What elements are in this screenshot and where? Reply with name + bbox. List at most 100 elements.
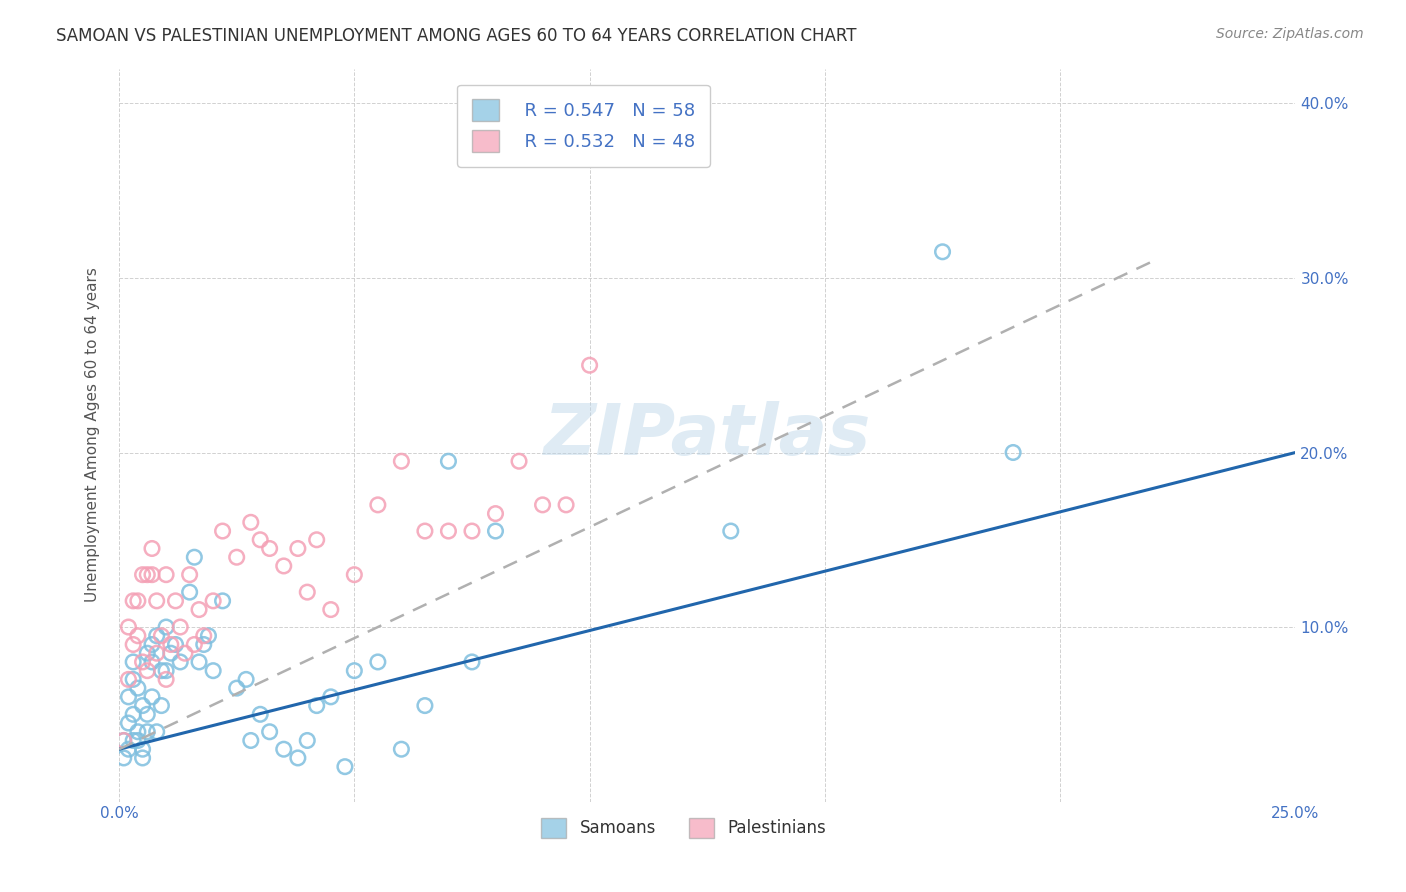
Point — [235, 673, 257, 687]
Point — [141, 541, 163, 556]
Point — [117, 742, 139, 756]
Point — [259, 724, 281, 739]
Point — [1002, 445, 1025, 459]
Point — [141, 655, 163, 669]
Point — [461, 524, 484, 538]
Point — [165, 594, 187, 608]
Point — [174, 646, 197, 660]
Point — [555, 498, 578, 512]
Point — [333, 759, 356, 773]
Point — [389, 742, 412, 756]
Point — [117, 716, 139, 731]
Point — [484, 507, 506, 521]
Point — [122, 638, 145, 652]
Point — [122, 673, 145, 687]
Point — [117, 620, 139, 634]
Point — [297, 733, 319, 747]
Point — [145, 724, 167, 739]
Point — [179, 567, 201, 582]
Point — [239, 733, 262, 747]
Point — [127, 681, 149, 695]
Point — [259, 541, 281, 556]
Point — [188, 655, 211, 669]
Point — [112, 733, 135, 747]
Point — [122, 594, 145, 608]
Point — [508, 454, 530, 468]
Point — [136, 707, 159, 722]
Point — [183, 638, 205, 652]
Point — [150, 698, 173, 713]
Point — [249, 533, 271, 547]
Point — [720, 524, 742, 538]
Point — [169, 620, 191, 634]
Point — [249, 707, 271, 722]
Point — [193, 638, 215, 652]
Point — [305, 533, 328, 547]
Point — [239, 516, 262, 530]
Point — [136, 567, 159, 582]
Point — [127, 594, 149, 608]
Point — [112, 751, 135, 765]
Point — [131, 655, 153, 669]
Point — [131, 751, 153, 765]
Point — [127, 733, 149, 747]
Point — [141, 690, 163, 704]
Point — [197, 629, 219, 643]
Point — [127, 724, 149, 739]
Point — [437, 524, 460, 538]
Point — [155, 673, 177, 687]
Point — [287, 541, 309, 556]
Point — [484, 524, 506, 538]
Point — [145, 594, 167, 608]
Text: SAMOAN VS PALESTINIAN UNEMPLOYMENT AMONG AGES 60 TO 64 YEARS CORRELATION CHART: SAMOAN VS PALESTINIAN UNEMPLOYMENT AMONG… — [56, 27, 856, 45]
Point — [297, 585, 319, 599]
Point — [141, 567, 163, 582]
Point — [131, 567, 153, 582]
Point — [531, 498, 554, 512]
Point — [413, 524, 436, 538]
Point — [319, 602, 342, 616]
Point — [145, 646, 167, 660]
Point — [136, 664, 159, 678]
Point — [437, 454, 460, 468]
Point — [305, 698, 328, 713]
Point — [461, 655, 484, 669]
Point — [273, 742, 295, 756]
Point — [183, 550, 205, 565]
Point — [188, 602, 211, 616]
Point — [193, 629, 215, 643]
Point — [343, 664, 366, 678]
Point — [165, 638, 187, 652]
Point — [159, 638, 181, 652]
Point — [136, 724, 159, 739]
Point — [389, 454, 412, 468]
Point — [202, 664, 225, 678]
Point — [145, 629, 167, 643]
Text: Source: ZipAtlas.com: Source: ZipAtlas.com — [1216, 27, 1364, 41]
Point — [287, 751, 309, 765]
Point — [273, 558, 295, 573]
Text: ZIPatlas: ZIPatlas — [544, 401, 870, 469]
Point — [211, 594, 233, 608]
Point — [117, 673, 139, 687]
Point — [150, 664, 173, 678]
Point — [179, 585, 201, 599]
Point — [211, 524, 233, 538]
Point — [141, 638, 163, 652]
Point — [112, 733, 135, 747]
Point — [131, 698, 153, 713]
Point — [225, 681, 247, 695]
Point — [367, 498, 389, 512]
Point — [343, 567, 366, 582]
Point — [122, 707, 145, 722]
Point — [155, 664, 177, 678]
Point — [169, 655, 191, 669]
Point — [367, 655, 389, 669]
Point — [159, 646, 181, 660]
Point — [578, 358, 600, 372]
Point — [931, 244, 953, 259]
Y-axis label: Unemployment Among Ages 60 to 64 years: Unemployment Among Ages 60 to 64 years — [86, 268, 100, 602]
Point — [155, 567, 177, 582]
Point — [413, 698, 436, 713]
Point — [155, 620, 177, 634]
